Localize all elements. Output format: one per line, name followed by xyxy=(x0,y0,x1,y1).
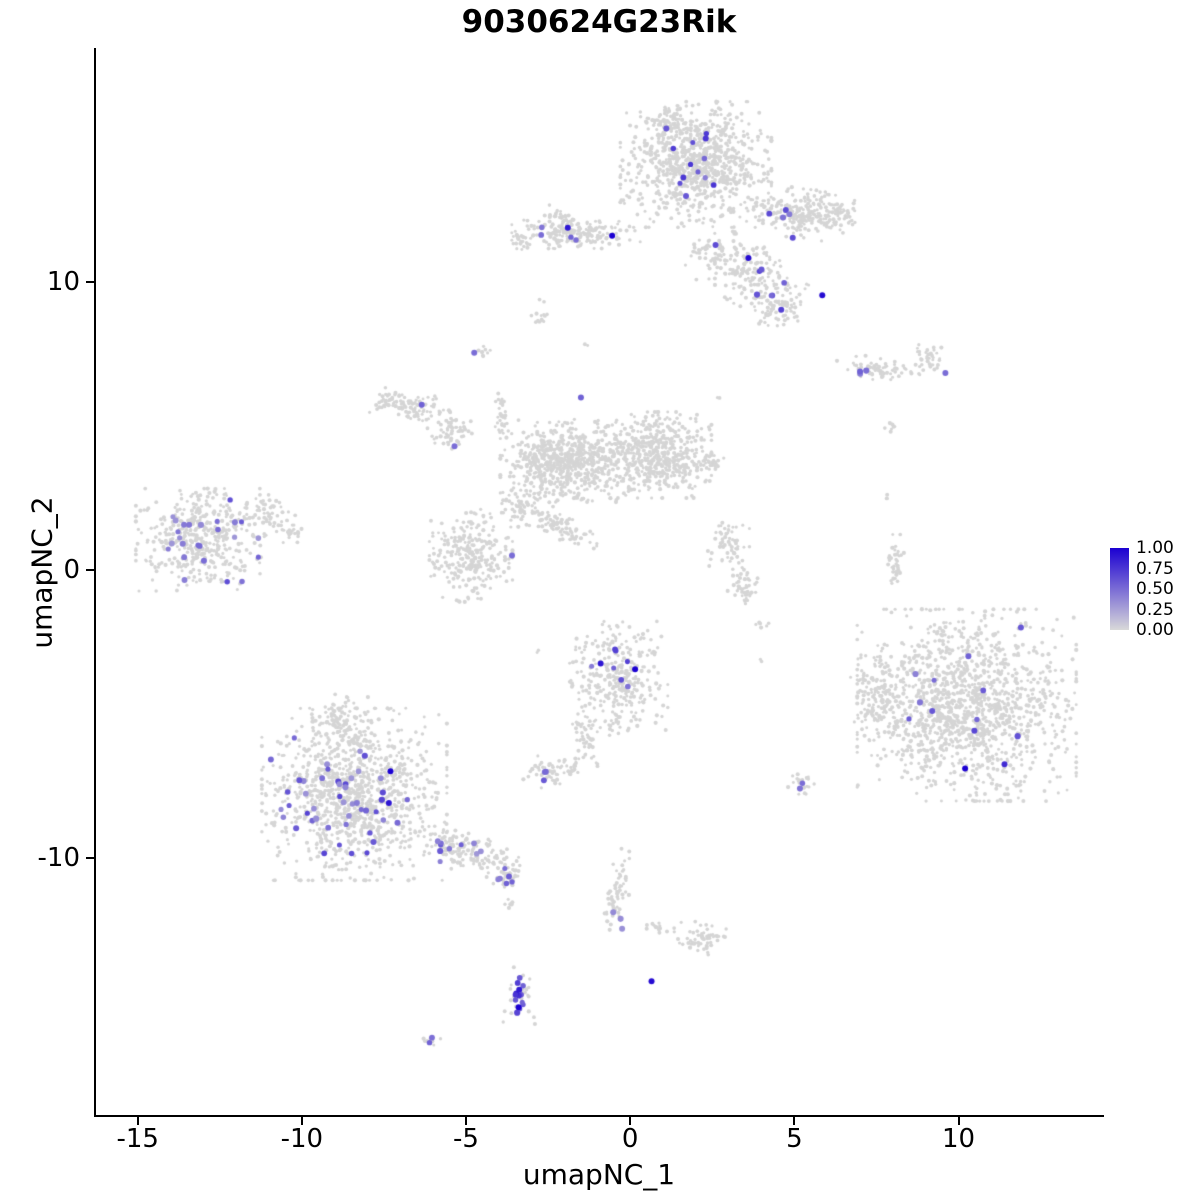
x-tick-mark xyxy=(629,1117,632,1125)
legend-label: 0.00 xyxy=(1136,620,1174,640)
x-axis-label: umapNC_1 xyxy=(522,1158,676,1191)
legend-label: 0.50 xyxy=(1136,579,1174,599)
x-tick-label: 5 xyxy=(786,1124,803,1154)
x-tick-mark xyxy=(465,1117,468,1125)
x-tick-mark xyxy=(300,1117,303,1125)
legend-label: 1.00 xyxy=(1136,538,1174,558)
legend-gradient-bar xyxy=(1110,548,1129,630)
x-tick-mark xyxy=(136,1117,139,1125)
y-tick-label: 0 xyxy=(63,554,80,585)
y-tick-mark xyxy=(86,568,94,571)
y-axis-line xyxy=(94,48,96,1117)
expression-legend: 1.00 0.75 0.50 0.25 0.00 xyxy=(1108,538,1198,650)
x-tick-mark xyxy=(957,1117,960,1125)
y-tick-mark xyxy=(86,281,94,284)
x-axis-line xyxy=(94,1115,1104,1117)
y-axis-label: umapNC_2 xyxy=(25,496,59,649)
y-tick-label: -10 xyxy=(37,842,80,873)
x-tick-label: -15 xyxy=(116,1124,159,1154)
x-tick-mark xyxy=(793,1117,796,1125)
y-tick-mark xyxy=(86,856,94,859)
plot-title: 9030624G23Rik xyxy=(461,4,737,40)
legend-label: 0.25 xyxy=(1136,599,1174,620)
x-tick-label: -10 xyxy=(280,1124,324,1154)
x-tick-label: 0 xyxy=(621,1124,639,1154)
x-tick-label: -5 xyxy=(453,1124,479,1154)
y-tick-label: 10 xyxy=(46,267,80,298)
x-tick-label: 10 xyxy=(941,1124,976,1154)
legend-label: 0.75 xyxy=(1136,558,1174,579)
